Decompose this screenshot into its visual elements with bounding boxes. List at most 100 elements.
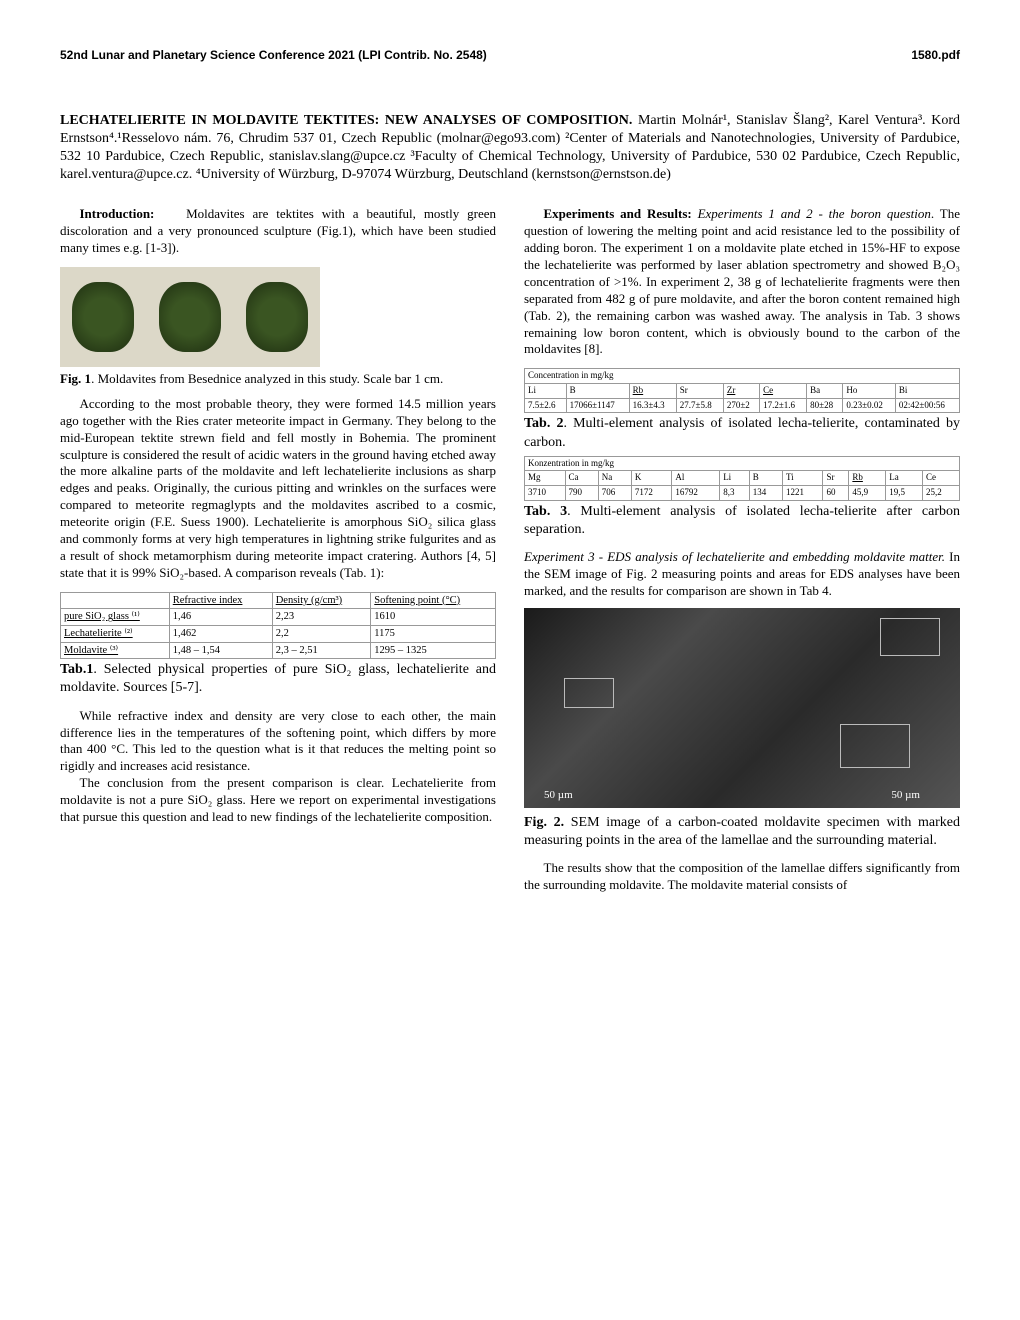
tab2-caption-text: . Multi-element analysis of isolated lec…: [524, 416, 960, 449]
header-bar: 52nd Lunar and Planetary Science Confere…: [60, 48, 960, 64]
table-cell: 1175: [371, 625, 496, 642]
table-cell: 706: [598, 486, 631, 501]
tab1-caption: Tab.1. Selected physical properties of p…: [60, 661, 496, 697]
table-cell: Concentration in mg/kg: [525, 369, 960, 384]
table-row: 7.5±2.6 17066±1147 16.3±4.3 27.7±5.8 270…: [525, 398, 960, 413]
table-cell: K: [631, 471, 672, 486]
table-cell: 2,2: [272, 625, 371, 642]
table-row: pure SiO₂ glass ⁽¹⁾ 1,46 2,23 1610: [61, 609, 496, 626]
table-cell: B: [566, 384, 629, 399]
table-row: Konzentration in mg/kg: [525, 456, 960, 471]
tab2-label: Tab. 2: [524, 416, 563, 431]
table-row: Mg Ca Na K Al Li B Ti Sr Rb La Ce: [525, 471, 960, 486]
table-cell: 16.3±4.3: [629, 398, 676, 413]
table-cell: 02:42±00:56: [895, 398, 959, 413]
table-cell: 7.5±2.6: [525, 398, 567, 413]
table-cell: Mg: [525, 471, 566, 486]
table-cell: Sr: [676, 384, 723, 399]
table-cell: 17066±1147: [566, 398, 629, 413]
header-right: 1580.pdf: [911, 48, 960, 64]
scale-bar-left: 50 µm: [544, 788, 573, 802]
table-cell: 45,9: [849, 486, 886, 501]
table-cell: 7172: [631, 486, 672, 501]
table-row: 3710 790 706 7172 16792 8,3 134 1221 60 …: [525, 486, 960, 501]
title-block: LECHATELIERITE IN MOLDAVITE TEKTITES: NE…: [60, 112, 960, 185]
fig2-caption: Fig. 2. SEM image of a carbon-coated mol…: [524, 814, 960, 850]
table-cell: Ca: [565, 471, 598, 486]
table-cell: Rb: [849, 471, 886, 486]
table-cell: 1,462: [169, 625, 272, 642]
table-cell: 3710: [525, 486, 566, 501]
tab1-label: Tab.1: [60, 662, 93, 677]
tab3-caption-text: . Multi-element analysis of isolated lec…: [524, 504, 960, 537]
exp-para: Experiments and Results: Experiments 1 a…: [524, 206, 960, 358]
left-p2: According to the most probable theory, t…: [60, 396, 496, 582]
table-cell: 2,3 – 2,51: [272, 642, 371, 659]
table-row: Concentration in mg/kg: [525, 369, 960, 384]
intro-para: Introduction: Moldavites are tektites wi…: [60, 206, 496, 257]
table-cell: 134: [749, 486, 782, 501]
table-row: Lechatelierite ⁽²⁾ 1,462 2,2 1175: [61, 625, 496, 642]
columns: Introduction: Moldavites are tektites wi…: [60, 206, 960, 894]
table-cell: 8,3: [720, 486, 750, 501]
table-cell: Moldavite ⁽³⁾: [61, 642, 170, 659]
table-cell: Refractive index: [169, 592, 272, 609]
moldavite-sample-icon: [246, 282, 308, 352]
table-cell: [61, 592, 170, 609]
table-row: Li B Rb Sr Zr Ce Ba Ho Bi: [525, 384, 960, 399]
table-cell: La: [886, 471, 923, 486]
table-cell: B: [749, 471, 782, 486]
fig2-label: Fig. 2.: [524, 815, 564, 830]
sem-marker-box-icon: [564, 678, 614, 708]
table-cell: 1295 – 1325: [371, 642, 496, 659]
exp3-para: Experiment 3 - EDS analysis of lechateli…: [524, 549, 960, 600]
table-cell: Ba: [807, 384, 843, 399]
scale-bar-right: 50 µm: [891, 788, 920, 802]
table-cell: Softening point (°C): [371, 592, 496, 609]
moldavite-sample-icon: [72, 282, 134, 352]
table-row: Moldavite ⁽³⁾ 1,48 – 1,54 2,3 – 2,51 129…: [61, 642, 496, 659]
fig2-caption-text: SEM image of a carbon-coated moldavite s…: [524, 815, 960, 848]
table-2: Concentration in mg/kg Li B Rb Sr Zr Ce …: [524, 368, 960, 413]
table-cell: 790: [565, 486, 598, 501]
table-cell: 2,23: [272, 609, 371, 626]
exp-heading: Experiments and Results:: [544, 206, 692, 221]
sem-marker-box-icon: [880, 618, 940, 656]
table-cell: 19,5: [886, 486, 923, 501]
fig1-label: Fig. 1: [60, 371, 91, 386]
table-cell: 1,48 – 1,54: [169, 642, 272, 659]
left-p4: The conclusion from the present comparis…: [60, 775, 496, 826]
table-cell: Ho: [843, 384, 896, 399]
fig2-image: 50 µm 50 µm: [524, 608, 960, 808]
table-cell: pure SiO₂ glass ⁽¹⁾: [61, 609, 170, 626]
table-cell: 1221: [782, 486, 823, 501]
table-row: Refractive index Density (g/cm³) Softeni…: [61, 592, 496, 609]
table-cell: Ti: [782, 471, 823, 486]
table-cell: 0.23±0.02: [843, 398, 896, 413]
table-cell: Bi: [895, 384, 959, 399]
table-cell: Na: [598, 471, 631, 486]
table-3: Konzentration in mg/kg Mg Ca Na K Al Li …: [524, 456, 960, 501]
moldavite-sample-icon: [159, 282, 221, 352]
exp3-label: Experiment 3 - EDS analysis of lechateli…: [524, 549, 945, 564]
paper-title: LECHATELIERITE IN MOLDAVITE TEKTITES: NE…: [60, 113, 632, 128]
table-cell: Sr: [823, 471, 849, 486]
right-last-para: The results show that the composition of…: [524, 860, 960, 894]
table-cell: 270±2: [723, 398, 759, 413]
table-cell: 17.2±1.6: [760, 398, 807, 413]
table-cell: Density (g/cm³): [272, 592, 371, 609]
fig1-caption: Fig. 1. Moldavites from Besednice analyz…: [60, 371, 496, 388]
tab2-caption: Tab. 2. Multi-element analysis of isolat…: [524, 415, 960, 451]
table-cell: 16792: [672, 486, 720, 501]
table-cell: 1,46: [169, 609, 272, 626]
table-cell: Konzentration in mg/kg: [525, 456, 960, 471]
table-cell: Li: [720, 471, 750, 486]
tab3-caption: Tab. 3. Multi-element analysis of isolat…: [524, 503, 960, 539]
table-cell: 27.7±5.8: [676, 398, 723, 413]
table-cell: Zr: [723, 384, 759, 399]
table-cell: Li: [525, 384, 567, 399]
tab3-label: Tab. 3: [524, 504, 567, 519]
table-cell: 25,2: [923, 486, 960, 501]
fig1-caption-text: . Moldavites from Besednice analyzed in …: [91, 371, 443, 386]
table-cell: Ce: [760, 384, 807, 399]
